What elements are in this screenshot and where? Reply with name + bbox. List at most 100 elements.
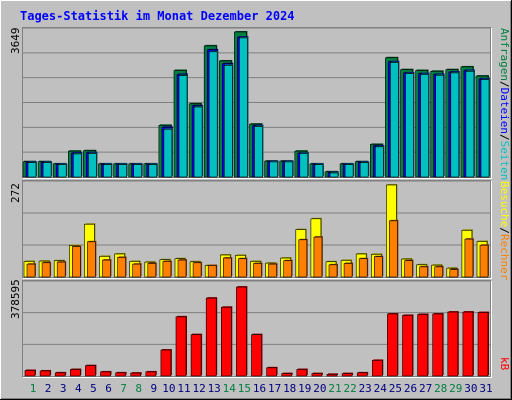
day-label: 9 (150, 382, 157, 395)
bar-seiten (284, 161, 294, 178)
bar-kb (387, 313, 398, 377)
bar-kb (311, 373, 323, 377)
bar-seiten (178, 75, 188, 178)
panel-requests-legend: Anfragen/Dateien/Seiten (498, 28, 511, 180)
bar-kb (115, 372, 126, 377)
bar-seiten (103, 164, 112, 178)
bar-kb (251, 334, 262, 377)
bar-kb (417, 314, 428, 377)
bar-rechner (373, 256, 383, 278)
legend-entry: / (498, 81, 511, 88)
bar-kb (100, 371, 111, 377)
bar-rechner (268, 263, 277, 278)
legend-entry: / (498, 134, 511, 141)
bar-seiten (299, 153, 309, 178)
bar-seiten (269, 161, 278, 178)
day-label: 5 (90, 382, 97, 395)
bar-rechner (26, 263, 36, 278)
panel-requests-max-label: 3649 (9, 28, 22, 55)
panel-requests-bars (22, 31, 490, 178)
bar-rechner (389, 220, 398, 278)
legend-entry: Seiten (498, 141, 511, 181)
day-label: 23 (359, 382, 372, 395)
bar-seiten (133, 164, 142, 178)
bar-kb (85, 365, 96, 377)
day-label: 6 (105, 382, 112, 395)
bar-kb (236, 286, 247, 377)
chart-title: Tages-Statistik im Monat Dezember 2024 (20, 9, 295, 23)
bar-kb (462, 311, 474, 377)
day-label: 27 (419, 382, 432, 395)
bar-rechner (343, 263, 353, 278)
panel-visits: 272 Besuche/Rechner (9, 180, 511, 281)
bar-seiten (435, 74, 445, 178)
bar-rechner (223, 257, 232, 278)
day-label: 1 (30, 382, 37, 395)
panel-visits-gridlines (23, 180, 490, 246)
legend-entry: Rechner (498, 234, 511, 281)
day-label: 4 (75, 382, 82, 395)
bar-seiten (88, 153, 97, 178)
bar-kb (326, 374, 338, 377)
bar-seiten (42, 162, 52, 178)
panel-traffic: 378595 kB (9, 279, 511, 378)
bar-rechner (72, 246, 81, 278)
bar-rechner (162, 261, 172, 278)
bar-kb (281, 373, 293, 377)
bar-seiten (163, 129, 173, 178)
bar-rechner (177, 259, 187, 278)
panel-traffic-legend: kB (498, 357, 511, 371)
bar-rechner (404, 260, 413, 278)
bar-kb (160, 349, 172, 377)
bar-seiten (314, 164, 324, 178)
legend-entry: Dateien (498, 88, 511, 134)
bar-rechner (253, 263, 262, 278)
bar-rechner (449, 269, 459, 278)
day-label: 14 (223, 382, 237, 395)
bar-seiten (480, 79, 490, 178)
bar-rechner (192, 262, 202, 278)
bar-rechner (434, 266, 444, 278)
bar-kb (54, 372, 66, 377)
bar-seiten (405, 73, 414, 178)
day-label: 21 (328, 382, 341, 395)
bar-seiten (224, 65, 233, 178)
bar-kb (356, 372, 368, 377)
bar-kb (402, 315, 413, 377)
x-axis-day-labels: 1 2 3 4 5 6 7 8 9 10 11 12 13 14 15 16 17 18 19 20 21 22 23 24 2… (30, 382, 493, 395)
bar-kb (205, 297, 217, 377)
bar-rechner (87, 241, 96, 278)
day-label: 22 (343, 382, 356, 395)
bar-seiten (344, 164, 354, 178)
bar-seiten (254, 126, 263, 178)
bar-kb (432, 313, 444, 377)
day-label: 20 (313, 382, 326, 395)
bar-seiten (359, 162, 369, 178)
bar-seiten (450, 72, 460, 178)
bar-seiten (208, 51, 218, 178)
bar-kb (70, 369, 81, 377)
day-label: 2 (45, 382, 52, 395)
bar-seiten (27, 162, 37, 178)
bar-rechner (41, 262, 51, 278)
bar-rechner (419, 266, 428, 278)
bar-kb (130, 372, 141, 377)
bar-rechner (479, 244, 489, 278)
bar-kb (24, 370, 36, 377)
day-label: 30 (464, 382, 477, 395)
bar-kb (266, 367, 277, 377)
day-label: 15 (238, 382, 251, 395)
bar-kb (190, 334, 202, 377)
bar-kb (145, 371, 157, 377)
bar-kb (221, 306, 232, 377)
bar-rechner (298, 239, 308, 278)
bar-seiten (390, 62, 399, 178)
bar-rechner (328, 264, 338, 278)
bar-seiten (73, 153, 82, 178)
panel-traffic-max-label: 378595 (9, 279, 22, 319)
bar-kb (371, 360, 383, 377)
bar-kb (477, 312, 489, 377)
day-label: 19 (298, 382, 311, 395)
bar-seiten (465, 70, 475, 178)
